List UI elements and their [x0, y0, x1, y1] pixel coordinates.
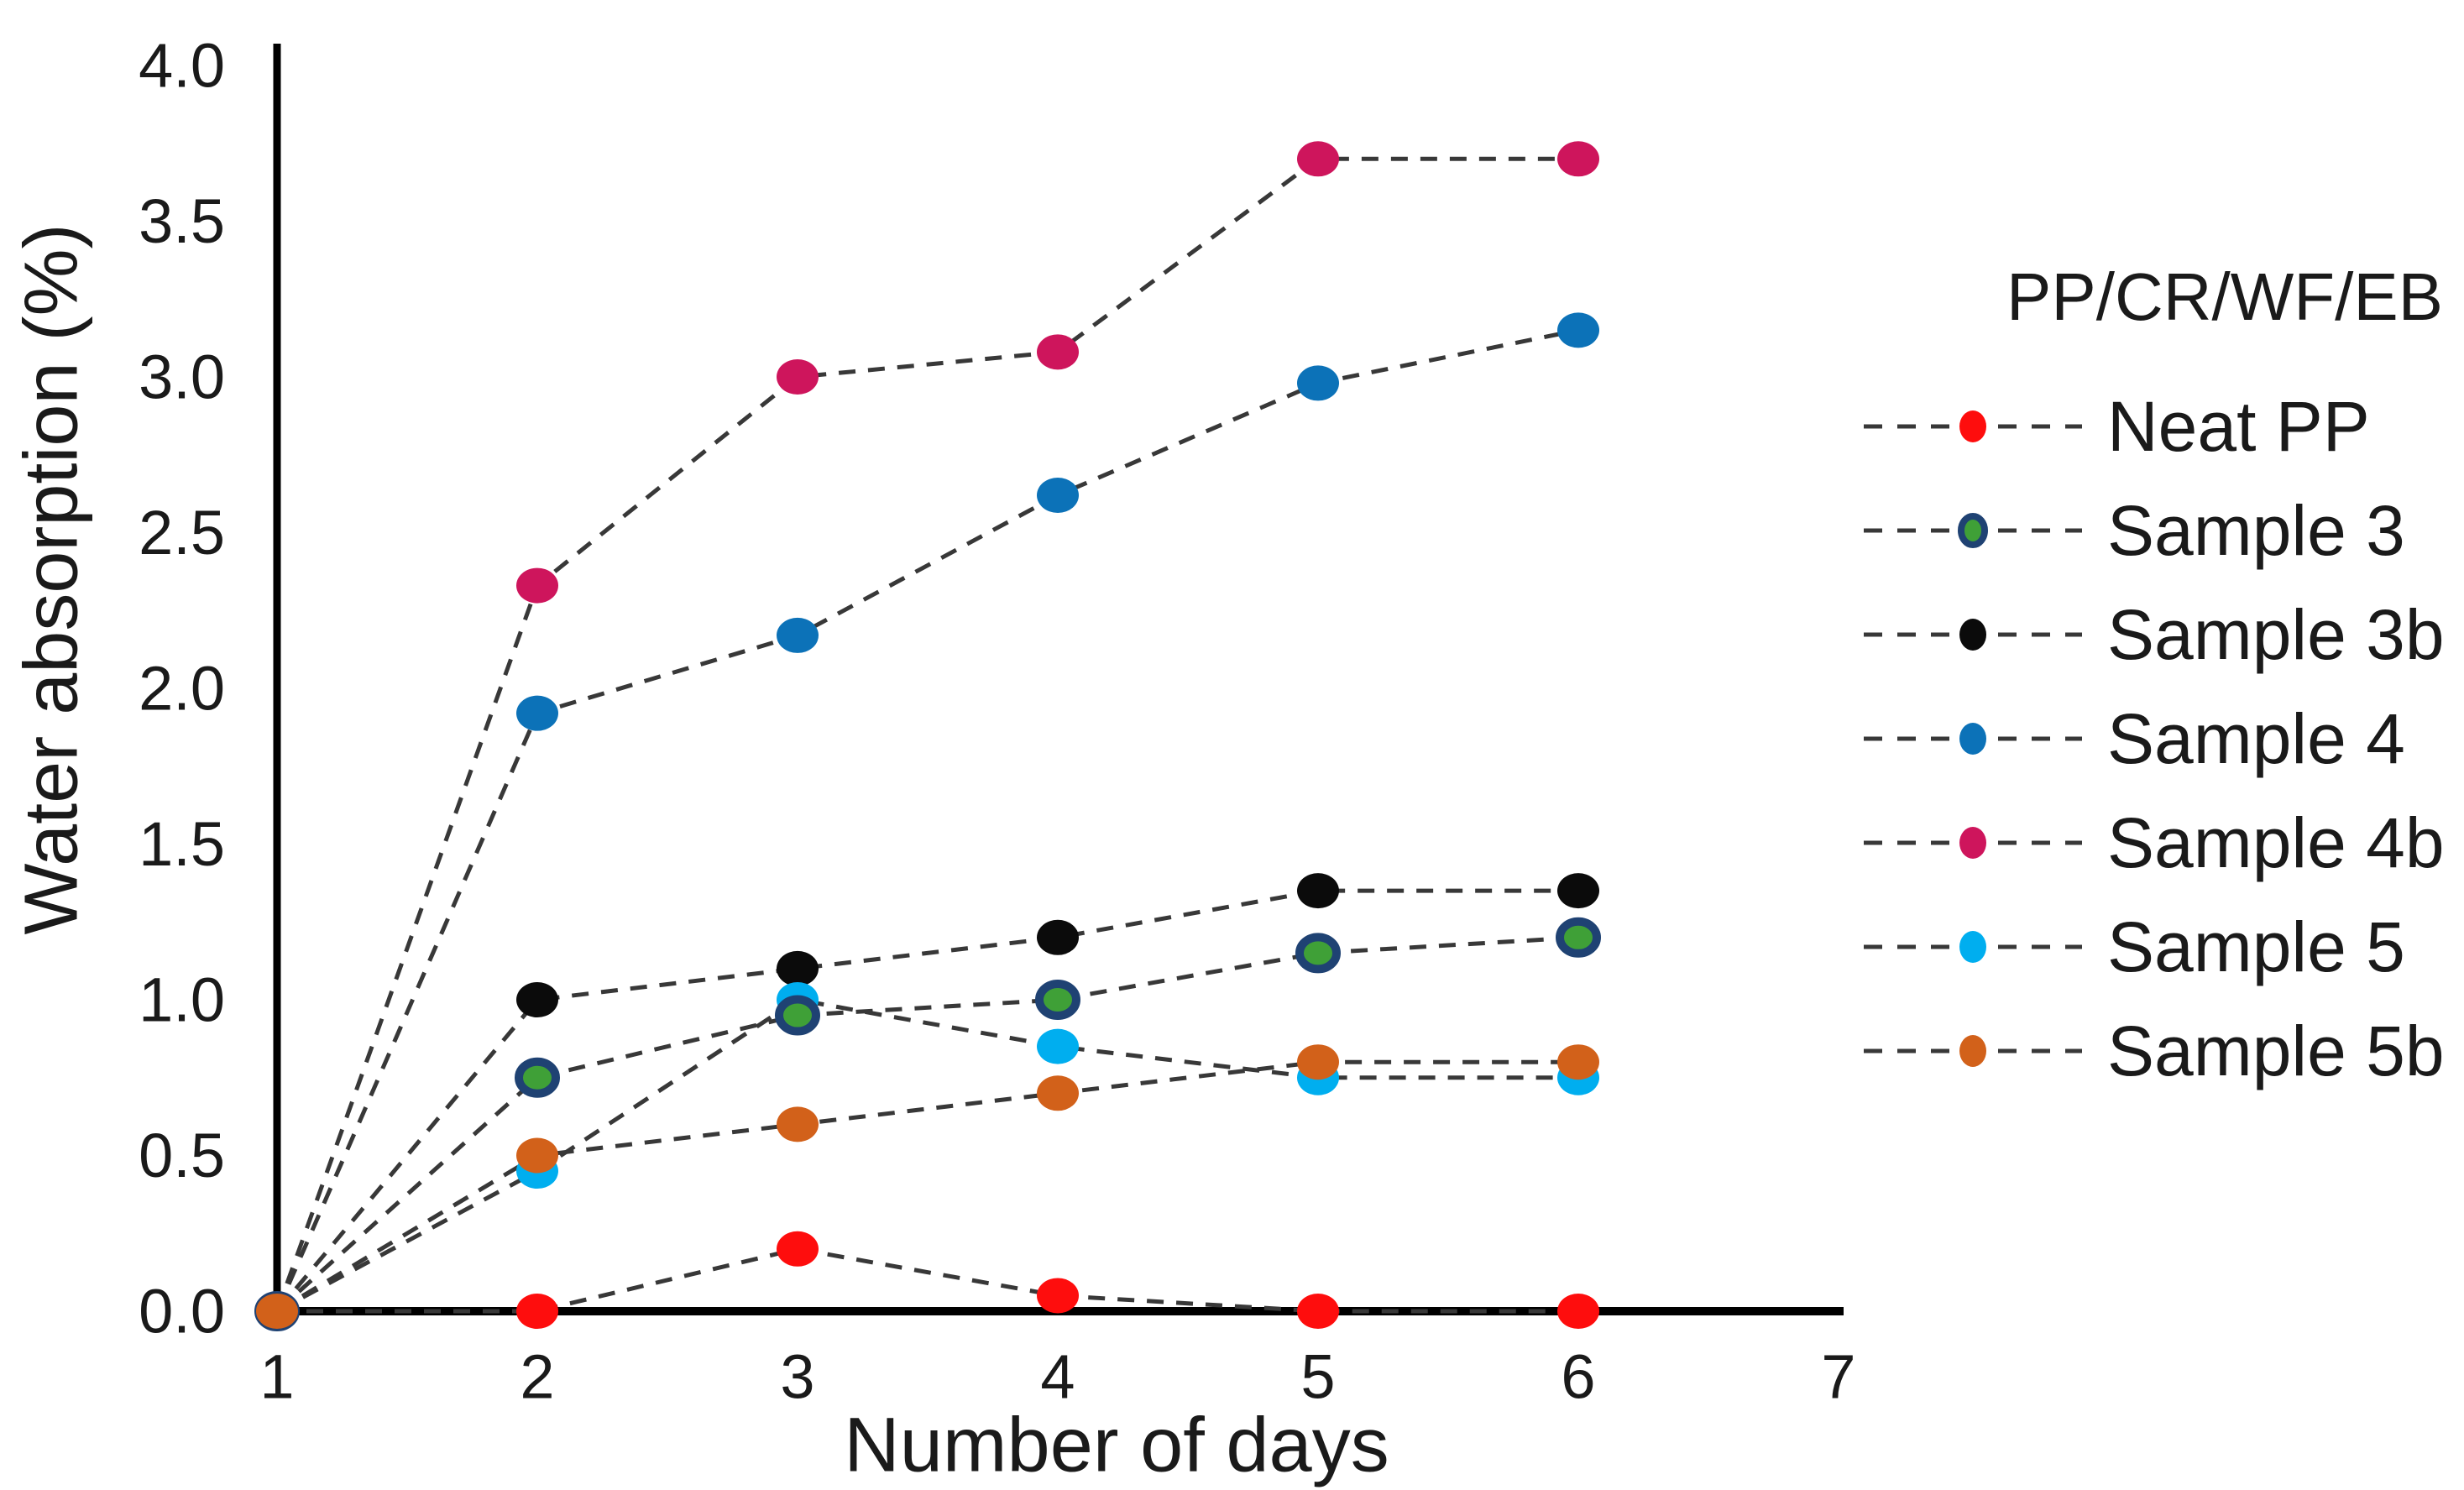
x-tick-label: 6	[1561, 1342, 1595, 1412]
data-point-sample-4	[1297, 365, 1339, 401]
data-point-sample-3	[515, 1057, 560, 1098]
legend-item-sample-3: Sample 3	[1864, 478, 2451, 583]
x-tick-label: 5	[1300, 1342, 1335, 1412]
legend-item-neat-pp: Neat PP	[1864, 374, 2451, 478]
data-point-sample-4b	[777, 359, 819, 395]
data-point-sample-3	[1035, 980, 1080, 1020]
legend-dot-icon	[1959, 410, 1986, 442]
data-point-sample-4	[516, 695, 558, 731]
legend-marker-sample-3b-icon	[1864, 619, 2082, 651]
y-tick-label: 0.0	[139, 1277, 225, 1346]
y-tick-label: 3.0	[139, 342, 225, 412]
series-line-sample-3	[275, 935, 1579, 1313]
data-point-sample-5b	[516, 1137, 558, 1174]
data-point-neat-pp	[1037, 1278, 1079, 1314]
data-point-sample-4b	[516, 567, 558, 604]
data-point-sample-3	[775, 995, 820, 1036]
data-point-sample-4	[1557, 312, 1599, 348]
data-point-neat-pp	[1557, 1294, 1599, 1329]
legend-item-label: Sample 5b	[2107, 1011, 2445, 1090]
legend-item-sample-5b: Sample 5b	[1864, 999, 2451, 1103]
data-point-sample-4b	[1037, 334, 1079, 370]
x-tick-label: 7	[1821, 1342, 1855, 1412]
data-point-sample-5b	[777, 1106, 819, 1142]
legend-item-sample-3b: Sample 3b	[1864, 583, 2451, 687]
data-point-sample-3b	[1557, 873, 1599, 909]
y-axis-title: Water absorption (%)	[9, 223, 94, 935]
y-tick-label: 0.5	[139, 1121, 225, 1190]
legend-item-sample-4b: Sample 4b	[1864, 791, 2451, 895]
data-point-sample-4b	[1557, 141, 1599, 177]
x-tick-label: 3	[780, 1342, 814, 1412]
series-line-sample-4	[275, 327, 1579, 1312]
data-point-sample-5b	[1297, 1044, 1339, 1080]
legend-item-label: Sample 3	[2107, 490, 2405, 570]
data-point-sample-4	[777, 617, 819, 653]
series-line-sample-4b	[275, 156, 1578, 1312]
legend-item-sample-5: Sample 5	[1864, 895, 2451, 999]
legend-marker-sample-4-icon	[1864, 723, 2082, 755]
data-point-sample-3	[1556, 917, 1601, 958]
y-tick-label: 1.5	[139, 809, 225, 879]
data-point-neat-pp	[777, 1231, 819, 1267]
legend-dot-icon	[1959, 723, 1986, 755]
series-line-sample-5	[275, 997, 1578, 1314]
legend-item-label: Neat PP	[2107, 386, 2370, 466]
data-point-sample-5b	[256, 1294, 298, 1329]
legend-item-label: Sample 4	[2107, 698, 2405, 778]
data-point-neat-pp	[516, 1294, 558, 1329]
data-point-sample-3b	[777, 950, 819, 986]
legend-item-label: Sample 3b	[2107, 594, 2445, 674]
y-tick-label: 2.0	[139, 654, 225, 724]
y-tick-label: 4.0	[139, 31, 225, 101]
legend-dot-icon	[1959, 931, 1986, 963]
series-line-sample-5b	[275, 1059, 1578, 1314]
data-point-sample-4b	[1297, 141, 1339, 177]
series-line-sample-3b	[275, 888, 1578, 1313]
legend-dot-icon	[1958, 513, 1988, 548]
legend-marker-sample-5b-icon	[1864, 1035, 2082, 1067]
data-point-sample-3b	[1297, 873, 1339, 909]
legend: PP/CR/WF/EB Neat PP Sample 3 Sample 3b Samp…	[1864, 250, 2451, 1103]
legend-marker-sample-3-icon	[1864, 513, 2082, 548]
legend-title: PP/CR/WF/EB	[2006, 259, 2444, 334]
legend-dot-icon	[1959, 827, 1986, 859]
x-tick-label: 1	[259, 1342, 294, 1412]
data-point-sample-3b	[1037, 919, 1079, 955]
data-point-sample-4	[1037, 477, 1079, 513]
legend-dot-icon	[1959, 1035, 1986, 1067]
legend-dot-icon	[1959, 619, 1986, 651]
legend-marker-sample-5-icon	[1864, 931, 2082, 963]
series-line-neat-pp	[277, 1247, 1578, 1314]
data-point-sample-5b	[1037, 1075, 1079, 1111]
data-point-sample-5	[1037, 1028, 1079, 1064]
data-point-neat-pp	[1297, 1294, 1339, 1329]
legend-item-sample-4: Sample 4	[1864, 687, 2451, 791]
legend-items: Neat PP Sample 3 Sample 3b Sample 4 Sample 4…	[1864, 374, 2451, 1103]
y-tick-label: 3.5	[139, 186, 225, 256]
x-axis-title: Number of days	[844, 1402, 1389, 1488]
x-tick-label: 4	[1040, 1342, 1075, 1412]
x-tick-label: 2	[520, 1342, 554, 1412]
data-point-sample-3	[1295, 933, 1341, 974]
legend-item-label: Sample 4b	[2107, 803, 2445, 882]
y-tick-label: 2.5	[139, 498, 225, 567]
data-point-sample-5b	[1557, 1044, 1599, 1080]
data-point-sample-3b	[516, 982, 558, 1017]
legend-item-label: Sample 5	[2107, 907, 2405, 986]
legend-marker-sample-4b-icon	[1864, 827, 2082, 859]
y-tick-label: 1.0	[139, 965, 225, 1035]
legend-marker-neat-pp-icon	[1864, 410, 2082, 442]
